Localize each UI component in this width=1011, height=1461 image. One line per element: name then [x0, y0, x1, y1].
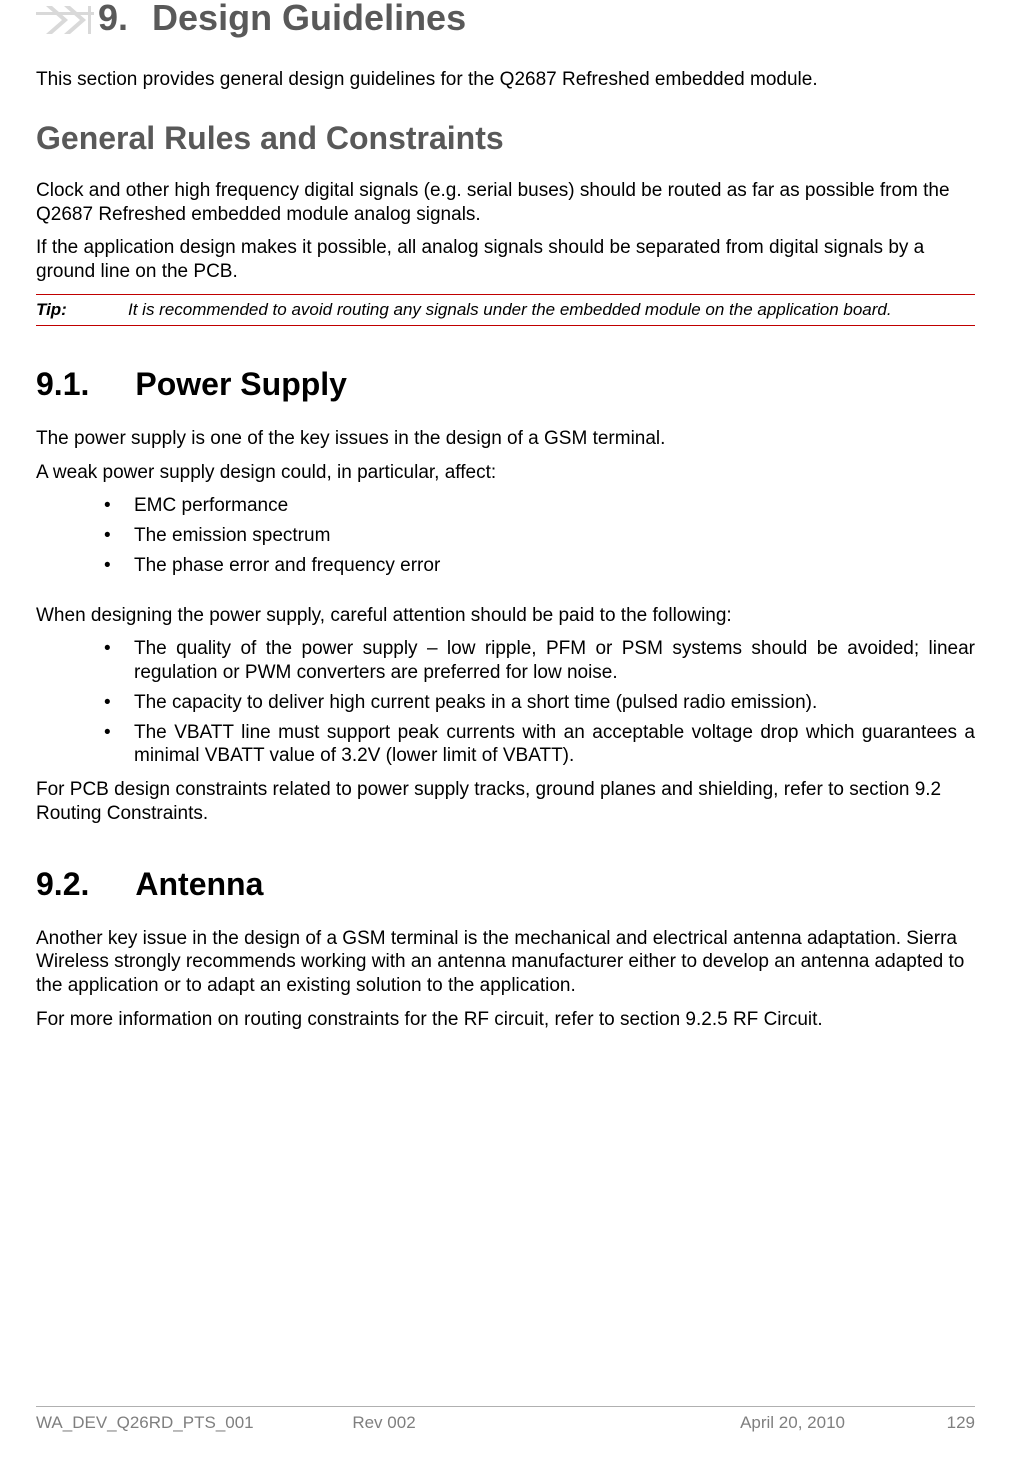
list-item: EMC performance	[104, 494, 975, 518]
intro-paragraph: This section provides general design gui…	[36, 68, 975, 92]
chevron-decoration-icon	[36, 0, 94, 40]
page-footer: WA_DEV_Q26RD_PTS_001 Rev 002 April 20, 2…	[36, 1406, 975, 1433]
sec92-p1: Another key issue in the design of a GSM…	[36, 927, 975, 998]
sec91-p3: When designing the power supply, careful…	[36, 604, 975, 628]
footer-date: April 20, 2010	[599, 1413, 925, 1433]
list-item: The quality of the power supply – low ri…	[104, 637, 975, 685]
sec91-p2: A weak power supply design could, in par…	[36, 461, 975, 485]
section-number: 9.1.	[36, 366, 89, 403]
general-p1: Clock and other high frequency digital s…	[36, 179, 975, 227]
footer-doc-id: WA_DEV_Q26RD_PTS_001	[36, 1413, 282, 1433]
list-item-text: The VBATT line must support peak current…	[134, 721, 975, 769]
list-item-text: The emission spectrum	[134, 525, 330, 546]
tip-box: Tip: It is recommended to avoid routing …	[36, 294, 975, 326]
sec91-p4: For PCB design constraints related to po…	[36, 778, 975, 826]
footer-revision: Rev 002	[282, 1413, 598, 1433]
section-title: Power Supply	[135, 366, 347, 403]
section-title: Antenna	[135, 866, 263, 903]
page: 9. Design Guidelines This section provid…	[0, 0, 1011, 1461]
list-item: The phase error and frequency error	[104, 554, 975, 578]
chapter-heading: 9. Design Guidelines	[36, 0, 975, 40]
section-9-1-heading: 9.1. Power Supply	[36, 366, 975, 403]
list-item-text: The phase error and frequency error	[134, 555, 440, 576]
sec92-p2: For more information on routing constrai…	[36, 1008, 975, 1032]
list-item-text: EMC performance	[134, 495, 288, 516]
general-p2: If the application design makes it possi…	[36, 236, 975, 284]
list-item: The VBATT line must support peak current…	[104, 721, 975, 769]
sec91-p1: The power supply is one of the key issue…	[36, 427, 975, 451]
sec91-list2: The quality of the power supply – low ri…	[36, 637, 975, 768]
footer-row: WA_DEV_Q26RD_PTS_001 Rev 002 April 20, 2…	[36, 1413, 975, 1433]
chapter-title: Design Guidelines	[152, 0, 466, 36]
section-number: 9.2.	[36, 866, 89, 903]
list-item-text: The capacity to deliver high current pea…	[134, 691, 975, 715]
chapter-number: 9.	[98, 0, 128, 36]
content-area: 9. Design Guidelines This section provid…	[36, 0, 975, 1032]
list-item: The emission spectrum	[104, 524, 975, 548]
footer-page-number: 129	[925, 1413, 975, 1433]
tip-text: It is recommended to avoid routing any s…	[128, 300, 975, 320]
general-heading: General Rules and Constraints	[36, 120, 975, 157]
list-item-text: The quality of the power supply – low ri…	[134, 637, 975, 685]
list-item: The capacity to deliver high current pea…	[104, 691, 975, 715]
section-9-2-heading: 9.2. Antenna	[36, 866, 975, 903]
sec91-list1: EMC performance The emission spectrum Th…	[36, 494, 975, 577]
tip-label: Tip:	[36, 300, 128, 320]
footer-rule	[36, 1406, 975, 1407]
